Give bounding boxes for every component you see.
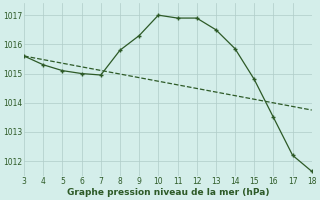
X-axis label: Graphe pression niveau de la mer (hPa): Graphe pression niveau de la mer (hPa) [67,188,269,197]
